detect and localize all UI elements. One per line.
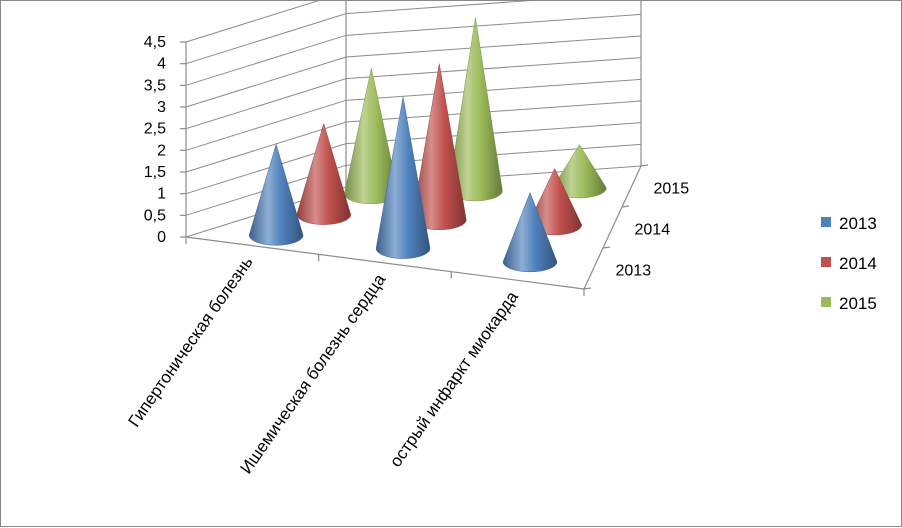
depth-tick-mark: [602, 246, 611, 249]
category-label: острый инфаркт миокарда: [386, 287, 522, 470]
category-label: Ишемическая болезнь сердца: [237, 270, 390, 477]
cone-2014: [296, 122, 352, 225]
floor-axes: [185, 164, 649, 296]
cone-2013: [502, 191, 558, 273]
y-tick-label: 4,5: [144, 34, 166, 51]
legend-label: 2015: [839, 294, 877, 313]
cone-2013: [248, 143, 304, 246]
y-tick-label: 3: [157, 99, 166, 116]
y-tick-label: 1,5: [144, 164, 166, 181]
depth-axis-line: [583, 165, 642, 290]
gridline: [185, 35, 642, 108]
y-tick-label: 2,5: [144, 121, 166, 138]
gridline: [185, 13, 642, 86]
depth-tick-mark: [640, 164, 649, 167]
category-label: Гипертоническая болезнь: [124, 253, 256, 431]
legend-label: 2014: [839, 254, 877, 273]
y-tick-label: 0: [157, 229, 166, 246]
depth-tick-mark: [583, 287, 592, 290]
depth-label: 2015: [654, 181, 690, 198]
legend-swatch: [821, 297, 831, 307]
y-tick-label: 0,5: [144, 207, 166, 224]
legend-label: 2013: [839, 214, 877, 233]
y-tick-label: 4: [157, 56, 166, 73]
depth-label: 2013: [616, 263, 652, 280]
depth-tick-mark: [621, 205, 630, 208]
legend: 2013 2014 2015: [821, 214, 877, 313]
cone-2013: [375, 96, 431, 259]
y-axis-tick-labels: 0 0,5 1 1,5 2 2,5 3 3,5 4 4,5: [144, 34, 186, 246]
gridline: [185, 1, 319, 43]
depth-label: 2014: [635, 222, 671, 239]
gridline: [185, 57, 642, 130]
y-tick-label: 1: [157, 186, 166, 203]
legend-swatch: [821, 217, 831, 227]
depth-axis-labels: 2013 2014 2015: [616, 181, 690, 280]
y-tick-label: 3,5: [144, 77, 166, 94]
y-tick-label: 2: [157, 142, 166, 159]
gridline: [185, 1, 531, 65]
chart-cones: [248, 17, 607, 273]
category-axis-line: [185, 236, 585, 290]
chart-walls: [185, 1, 642, 238]
gridline: [185, 78, 642, 151]
legend-swatch: [821, 257, 831, 267]
